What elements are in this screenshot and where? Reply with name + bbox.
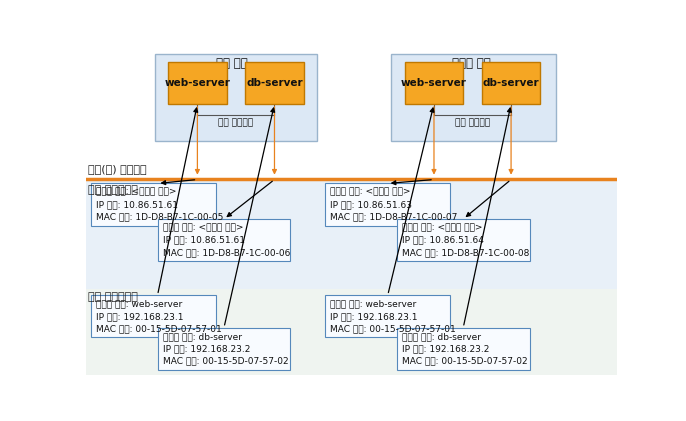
Text: 컴퓨터 이름: web-server: 컴퓨터 이름: web-server — [96, 299, 182, 309]
Text: IP 주소: 10.86.51.63: IP 주소: 10.86.51.63 — [330, 200, 412, 209]
Text: db-server: db-server — [246, 78, 303, 88]
Text: 컴퓨터 이름: <고유한 이름>: 컴퓨터 이름: <고유한 이름> — [163, 224, 243, 232]
Bar — [397, 328, 530, 370]
Text: 개인 네트워크: 개인 네트워크 — [455, 119, 490, 128]
Bar — [91, 184, 216, 226]
Text: 컴퓨터 이름: <고유한 이름>: 컴퓨터 이름: <고유한 이름> — [330, 188, 411, 197]
Bar — [86, 289, 617, 375]
Bar — [405, 62, 463, 104]
Bar — [325, 295, 450, 337]
Text: IP 주소: 192.168.23.1: IP 주소: 192.168.23.1 — [96, 312, 184, 321]
Text: web-server: web-server — [165, 78, 230, 88]
Text: IP 주소: 10.86.51.61: IP 주소: 10.86.51.61 — [96, 200, 178, 209]
Text: 개인 네트워크: 개인 네트워크 — [218, 119, 254, 128]
Bar — [86, 179, 617, 289]
Bar — [91, 295, 216, 337]
Text: MAC 주소: 1D-D8-B7-1C-00-08: MAC 주소: 1D-D8-B7-1C-00-08 — [402, 248, 529, 257]
Text: IP 주소: 192.168.23.2: IP 주소: 192.168.23.2 — [163, 344, 250, 353]
Text: 원래 환경: 원래 환경 — [216, 57, 248, 70]
Text: db-server: db-server — [483, 78, 539, 88]
Text: MAC 주소: 00-15-5D-07-57-02: MAC 주소: 00-15-5D-07-57-02 — [163, 357, 288, 365]
Bar — [158, 219, 290, 261]
Bar — [397, 219, 530, 261]
Bar — [86, 51, 617, 179]
Bar — [482, 62, 541, 104]
Bar — [155, 54, 317, 141]
Bar — [325, 184, 450, 226]
Text: MAC 주소: 00-15-5D-07-57-02: MAC 주소: 00-15-5D-07-57-02 — [402, 357, 528, 365]
Bar — [246, 62, 304, 104]
Text: MAC 주소: 00-15-5D-07-57-01: MAC 주소: 00-15-5D-07-57-01 — [96, 324, 222, 333]
Text: MAC 주소: 1D-D8-B7-1C-00-06: MAC 주소: 1D-D8-B7-1C-00-06 — [163, 248, 290, 257]
Text: 공용 인터페이스: 공용 인터페이스 — [88, 185, 139, 195]
Bar — [392, 54, 556, 141]
Text: MAC 주소: 00-15-5D-07-57-01: MAC 주소: 00-15-5D-07-57-01 — [330, 324, 456, 333]
Text: 복제된 환경: 복제된 환경 — [452, 57, 490, 70]
Text: IP 주소: 192.168.23.2: IP 주소: 192.168.23.2 — [402, 344, 489, 353]
Bar — [168, 62, 226, 104]
Text: MAC 주소: 1D-D8-B7-1C-00-05: MAC 주소: 1D-D8-B7-1C-00-05 — [96, 212, 224, 221]
Text: 컴퓨터 이름: web-server: 컴퓨터 이름: web-server — [330, 299, 416, 309]
Text: IP 주소: 10.86.51.64: IP 주소: 10.86.51.64 — [402, 236, 484, 245]
Text: 공용(랩) 네트워크: 공용(랩) 네트워크 — [88, 164, 147, 174]
Text: MAC 주소: 1D-D8-B7-1C-00-07: MAC 주소: 1D-D8-B7-1C-00-07 — [330, 212, 458, 221]
Text: 컴퓨터 이름: db-server: 컴퓨터 이름: db-server — [163, 332, 241, 341]
Text: 개인 인터페이스: 개인 인터페이스 — [88, 292, 139, 302]
Text: 컴퓨터 이름: <고유한 이름>: 컴퓨터 이름: <고유한 이름> — [96, 188, 177, 197]
Text: 컴퓨터 이름: db-server: 컴퓨터 이름: db-server — [402, 332, 481, 341]
Bar — [158, 328, 290, 370]
Text: IP 주소: 192.168.23.1: IP 주소: 192.168.23.1 — [330, 312, 418, 321]
Text: IP 주소: 10.86.51.61: IP 주소: 10.86.51.61 — [163, 236, 245, 245]
Text: 컴퓨터 이름: <고유한 이름>: 컴퓨터 이름: <고유한 이름> — [402, 224, 482, 232]
Text: web-server: web-server — [401, 78, 467, 88]
